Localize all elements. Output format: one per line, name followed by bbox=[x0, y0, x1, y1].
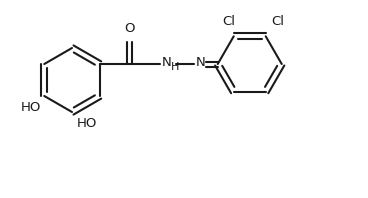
Text: Cl: Cl bbox=[271, 15, 284, 28]
Text: HO: HO bbox=[21, 101, 41, 114]
Text: Cl: Cl bbox=[222, 15, 235, 28]
Text: H: H bbox=[171, 62, 179, 72]
Text: N: N bbox=[196, 55, 205, 69]
Text: HO: HO bbox=[77, 117, 98, 130]
Text: N: N bbox=[162, 55, 171, 69]
Text: O: O bbox=[124, 22, 135, 35]
